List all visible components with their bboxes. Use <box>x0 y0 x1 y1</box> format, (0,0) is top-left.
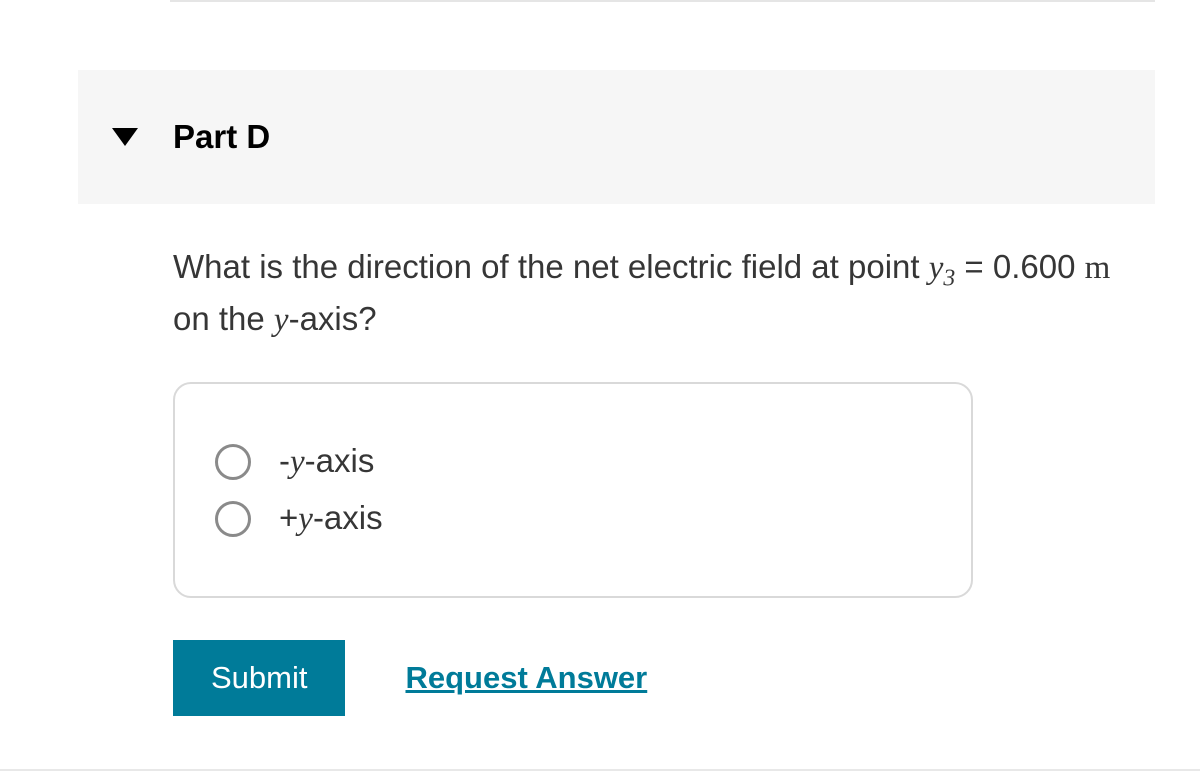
option-label: -y-axis <box>279 442 374 481</box>
opt-var: y <box>298 501 313 537</box>
part-header[interactable]: Part D <box>78 70 1155 204</box>
collapse-icon[interactable] <box>112 128 138 146</box>
opt-suffix: -axis <box>305 442 375 479</box>
opt-prefix: - <box>279 442 290 479</box>
submit-button[interactable]: Submit <box>173 640 345 716</box>
divider-top <box>170 0 1155 2</box>
action-row: Submit Request Answer <box>173 640 1155 716</box>
q-unit: m <box>1085 250 1111 286</box>
q-eq: = 0.600 <box>955 248 1084 285</box>
option-neg-y[interactable]: -y-axis <box>215 442 941 481</box>
options-box: -y-axis +y-axis <box>173 382 973 598</box>
option-label: +y-axis <box>279 499 383 538</box>
part-title: Part D <box>173 118 270 156</box>
q-suffix: -axis? <box>289 300 377 337</box>
radio-icon[interactable] <box>215 444 251 480</box>
q-var: y <box>929 250 944 286</box>
question-text: What is the direction of the net electri… <box>173 244 1155 344</box>
part-container: Part D What is the direction of the net … <box>78 70 1155 716</box>
opt-prefix: + <box>279 499 298 536</box>
q-mid: on the <box>173 300 274 337</box>
q-sub: 3 <box>943 266 955 292</box>
question-area: What is the direction of the net electri… <box>78 204 1155 716</box>
opt-var: y <box>290 444 305 480</box>
radio-icon[interactable] <box>215 501 251 537</box>
option-pos-y[interactable]: +y-axis <box>215 499 941 538</box>
q-prefix: What is the direction of the net electri… <box>173 248 929 285</box>
request-answer-link[interactable]: Request Answer <box>405 660 647 696</box>
opt-suffix: -axis <box>313 499 383 536</box>
q-var2: y <box>274 302 289 338</box>
